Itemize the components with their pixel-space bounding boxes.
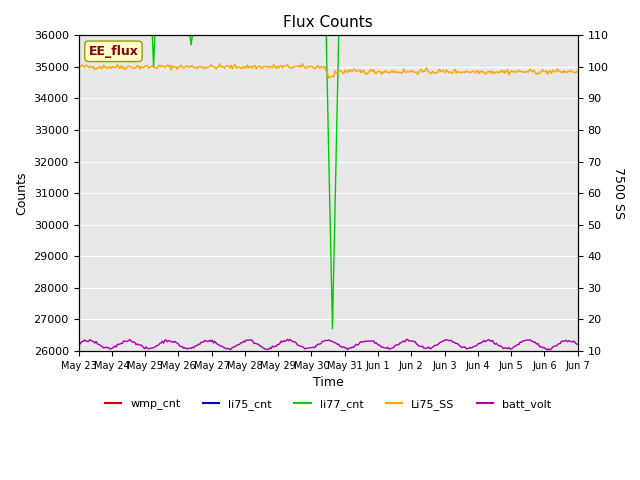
- Y-axis label: Counts: Counts: [15, 171, 28, 215]
- Legend: wmp_cnt, li75_cnt, li77_cnt, Li75_SS, batt_volt: wmp_cnt, li75_cnt, li77_cnt, Li75_SS, ba…: [100, 395, 556, 415]
- batt_volt: [237, 340, 245, 346]
- Li75_SS: [574, 68, 582, 74]
- Li75_SS: [75, 63, 83, 69]
- X-axis label: Time: Time: [313, 376, 344, 389]
- li77_cnt: [436, 33, 444, 38]
- li77_cnt: [272, 33, 280, 38]
- batt_volt: [388, 345, 396, 351]
- batt_volt: [438, 338, 446, 344]
- li77_cnt: [390, 33, 397, 38]
- Li75_SS: [437, 69, 445, 74]
- Y-axis label: 7500 SS: 7500 SS: [612, 167, 625, 219]
- batt_volt: [135, 342, 143, 348]
- Line: batt_volt: batt_volt: [79, 339, 578, 350]
- Title: Flux Counts: Flux Counts: [283, 15, 373, 30]
- li77_cnt: [574, 33, 582, 38]
- li77_cnt: [237, 33, 245, 38]
- li77_cnt: [135, 33, 143, 38]
- Line: li77_cnt: li77_cnt: [79, 36, 578, 329]
- li77_cnt: [328, 326, 336, 332]
- Line: Li75_SS: Li75_SS: [79, 63, 578, 78]
- Li75_SS: [237, 66, 245, 72]
- li77_cnt: [438, 33, 446, 38]
- Li75_SS: [135, 63, 143, 69]
- batt_volt: [436, 339, 444, 345]
- batt_volt: [404, 336, 412, 342]
- batt_volt: [272, 344, 280, 349]
- Li75_SS: [299, 60, 307, 66]
- Text: EE_flux: EE_flux: [88, 45, 138, 58]
- batt_volt: [574, 341, 582, 347]
- li77_cnt: [75, 33, 83, 38]
- Li75_SS: [325, 75, 333, 81]
- batt_volt: [547, 347, 554, 353]
- batt_volt: [75, 341, 83, 347]
- Li75_SS: [440, 69, 447, 74]
- Li75_SS: [391, 68, 399, 74]
- Li75_SS: [272, 65, 280, 71]
